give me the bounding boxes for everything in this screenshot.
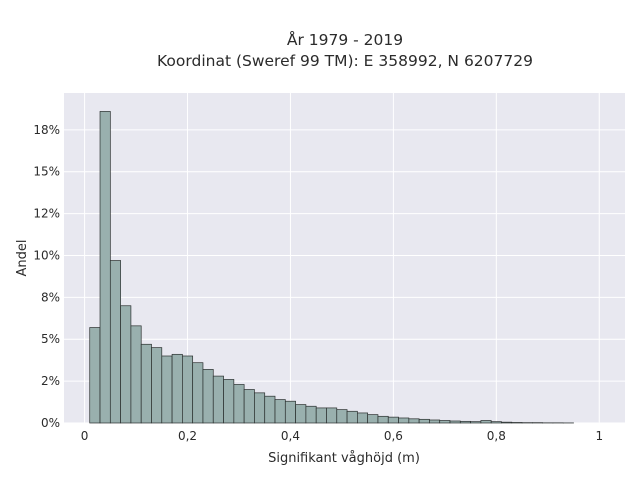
y-tick-label: 5% bbox=[41, 332, 60, 346]
histogram-bar bbox=[275, 400, 285, 423]
histogram-bar bbox=[141, 344, 151, 423]
y-tick-labels: 0% 2% 5% 8% 10% 12% 15% 18% bbox=[33, 123, 60, 430]
histogram-bar bbox=[491, 422, 501, 423]
histogram-bar bbox=[244, 389, 254, 423]
histogram-bar bbox=[224, 379, 234, 423]
x-tick-label: 0,4 bbox=[281, 429, 300, 443]
histogram-bar bbox=[440, 420, 450, 423]
histogram-bar bbox=[501, 422, 511, 423]
histogram-bar bbox=[409, 419, 419, 423]
y-tick-label: 0% bbox=[41, 416, 60, 430]
y-tick-label: 10% bbox=[33, 248, 60, 262]
x-tick-label: 0,8 bbox=[487, 429, 506, 443]
x-tick-labels: 0 0,2 0,4 0,6 0,8 1 bbox=[81, 429, 603, 443]
histogram-bar bbox=[419, 419, 429, 423]
histogram-bar bbox=[450, 421, 460, 423]
histogram-bar bbox=[213, 376, 223, 423]
y-tick-label: 2% bbox=[41, 374, 60, 388]
histogram-bar bbox=[388, 417, 398, 423]
y-axis-label: Andel bbox=[15, 240, 30, 277]
histogram-bar bbox=[326, 408, 336, 423]
histogram-bar bbox=[306, 406, 316, 423]
y-tick-label: 18% bbox=[33, 123, 60, 137]
histogram-bar bbox=[378, 416, 388, 423]
histogram-bar bbox=[368, 415, 378, 423]
histogram-bar bbox=[481, 420, 491, 423]
histogram-bar bbox=[347, 411, 357, 423]
histogram-bar bbox=[512, 422, 522, 423]
x-tick-label: 0,2 bbox=[178, 429, 197, 443]
y-tick-label: 8% bbox=[41, 290, 60, 304]
histogram-bar bbox=[193, 363, 203, 423]
histogram-bar bbox=[399, 418, 409, 423]
histogram-bar bbox=[90, 328, 100, 423]
histogram-bar bbox=[182, 356, 192, 423]
histogram-bar bbox=[265, 396, 275, 423]
chart-title-line2: Koordinat (Sweref 99 TM): E 358992, N 62… bbox=[157, 52, 533, 70]
histogram-bar bbox=[100, 111, 110, 423]
histogram-bar bbox=[337, 410, 347, 423]
histogram-bar bbox=[121, 306, 131, 423]
y-tick-label: 12% bbox=[33, 207, 60, 221]
histogram-bar bbox=[357, 413, 367, 423]
histogram-bar bbox=[172, 354, 182, 423]
histogram-bar bbox=[151, 348, 161, 423]
x-tick-label: 0 bbox=[81, 429, 89, 443]
y-tick-label: 15% bbox=[33, 165, 60, 179]
histogram-bar bbox=[316, 408, 326, 423]
histogram-bar bbox=[285, 401, 295, 423]
histogram-bar bbox=[460, 421, 470, 423]
x-tick-label: 1 bbox=[595, 429, 603, 443]
histogram-bar bbox=[110, 261, 120, 423]
chart-title-line1: År 1979 - 2019 bbox=[287, 30, 403, 49]
histogram-bar bbox=[162, 356, 172, 423]
histogram-bar bbox=[429, 420, 439, 423]
x-axis-label: Signifikant våghöjd (m) bbox=[268, 451, 420, 466]
histogram-bar bbox=[296, 405, 306, 423]
histogram-bar bbox=[234, 384, 244, 423]
histogram-bar bbox=[203, 369, 213, 423]
x-tick-label: 0,6 bbox=[384, 429, 403, 443]
histogram-bar bbox=[131, 326, 141, 423]
histogram-bar bbox=[254, 393, 264, 423]
histogram-bar bbox=[471, 422, 481, 423]
